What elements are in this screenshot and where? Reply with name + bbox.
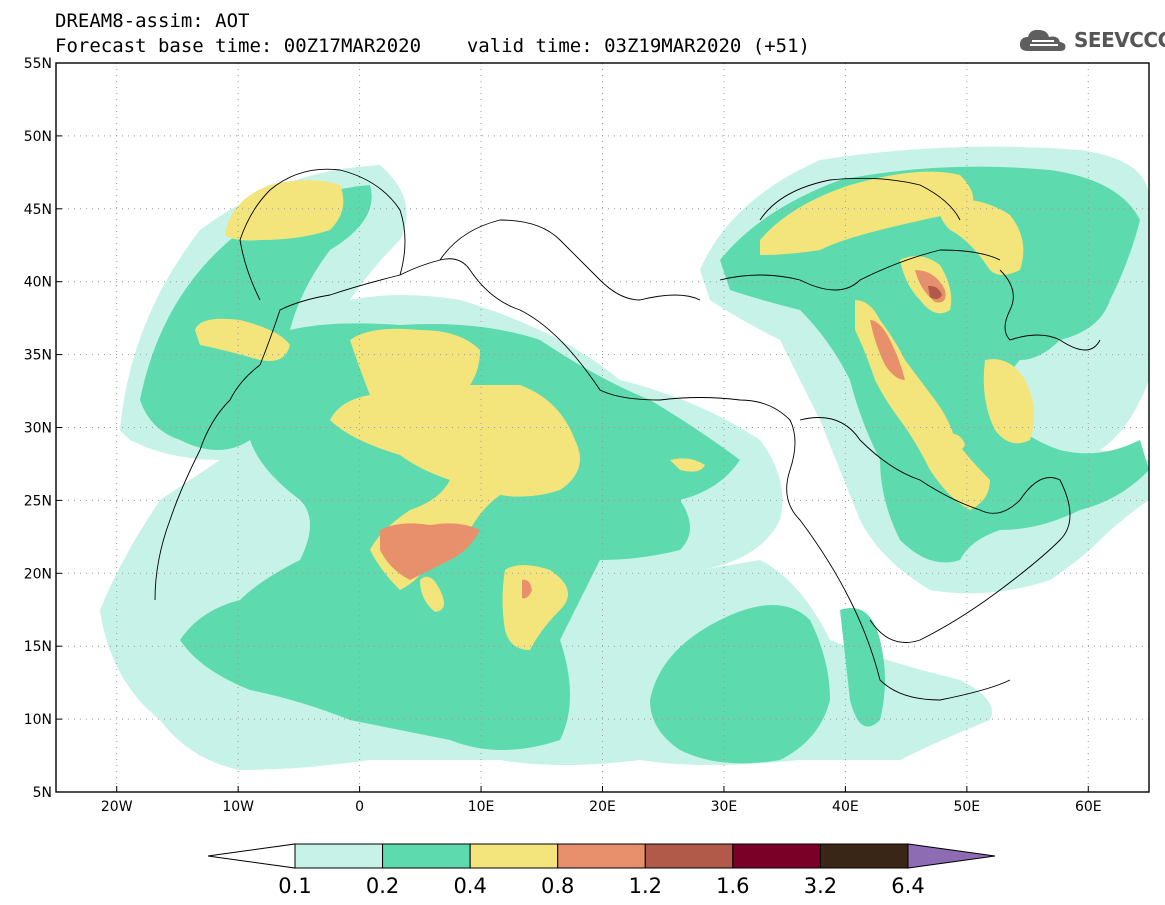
lat-tick-label: 30N bbox=[24, 421, 52, 437]
lon-tick-label: 10E bbox=[468, 799, 495, 815]
colorbar-swatch-6 bbox=[819, 843, 909, 869]
colorbar-swatch-4 bbox=[644, 843, 734, 869]
lat-tick-label: 35N bbox=[24, 348, 52, 364]
lon-tick-label: 0 bbox=[355, 799, 364, 815]
map-title: DREAM8-assim: AOT bbox=[55, 10, 250, 32]
base-time: Forecast base time: 00Z17MAR2020 bbox=[55, 35, 422, 57]
logo-text: SEEVCCC bbox=[1074, 28, 1165, 52]
colorbar-swatch-5 bbox=[732, 843, 821, 869]
colorbar-under-arrow bbox=[207, 843, 296, 869]
lat-tick-label: 20N bbox=[24, 566, 52, 582]
lat-tick-label: 50N bbox=[24, 129, 52, 145]
colorbar-swatch-2 bbox=[469, 843, 559, 869]
lon-tick-label: 40E bbox=[832, 799, 859, 815]
lon-tick-label: 20E bbox=[589, 799, 616, 815]
aot-band-1.2 bbox=[928, 285, 942, 300]
colorbar-label: 3.2 bbox=[804, 874, 837, 898]
colorbar-label: 6.4 bbox=[891, 874, 924, 898]
aot-contours bbox=[100, 146, 1149, 770]
colorbar-swatch-0 bbox=[294, 843, 384, 869]
colorbar-label: 1.6 bbox=[716, 874, 749, 898]
lat-tick-label: 45N bbox=[24, 202, 52, 218]
longitude-axis: 20W 10W 0 10E 20E 30E 40E 50E 60E bbox=[101, 786, 1102, 815]
lon-tick-label: 10W bbox=[222, 799, 254, 815]
lon-tick-label: 20W bbox=[101, 799, 133, 815]
lat-tick-label: 40N bbox=[24, 275, 52, 291]
lat-tick-label: 5N bbox=[33, 785, 52, 801]
colorbar-label: 1.2 bbox=[629, 874, 662, 898]
aot-band-0.4 bbox=[195, 171, 1034, 650]
lon-tick-label: 30E bbox=[711, 799, 738, 815]
lat-tick-label: 15N bbox=[24, 639, 52, 655]
colorbar-label: 0.8 bbox=[541, 874, 574, 898]
latitude-axis: 55N 50N 45N 40N 35N 30N 25N 20N 15N 10N 5N bbox=[24, 56, 62, 801]
colorbar-label: 0.2 bbox=[366, 874, 399, 898]
colorbar-swatch-1 bbox=[382, 843, 471, 869]
colorbar-swatch-3 bbox=[557, 843, 646, 869]
valid-time: valid time: 03Z19MAR2020 (+51) bbox=[466, 35, 810, 57]
forecast-times: Forecast base time: 00Z17MAR2020 valid t… bbox=[55, 35, 810, 57]
colorbar-over-arrow bbox=[907, 843, 996, 869]
lat-tick-label: 10N bbox=[24, 712, 52, 728]
logo: SEEVCCC bbox=[1018, 27, 1165, 53]
colorbar-label: 0.1 bbox=[278, 874, 311, 898]
lat-tick-label: 55N bbox=[24, 56, 52, 72]
colorbar-label: 0.4 bbox=[453, 874, 486, 898]
lat-tick-label: 25N bbox=[24, 493, 52, 509]
lon-tick-label: 60E bbox=[1075, 799, 1102, 815]
lon-tick-label: 50E bbox=[953, 799, 980, 815]
map-grid bbox=[56, 63, 1149, 792]
coastlines bbox=[154, 168, 1101, 701]
cloud-icon bbox=[1019, 29, 1066, 51]
